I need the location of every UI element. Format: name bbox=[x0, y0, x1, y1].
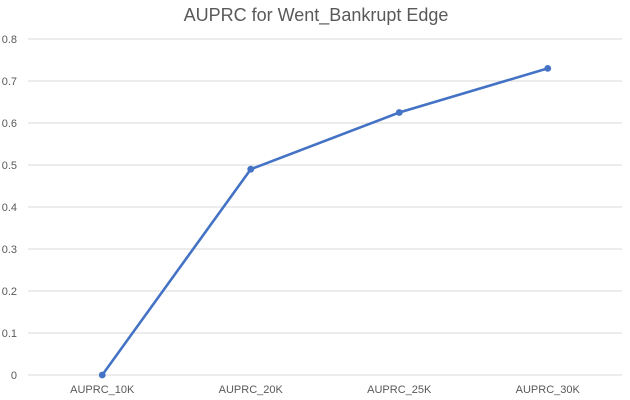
x-tick-label: AUPRC_10K bbox=[70, 384, 135, 396]
y-tick-label: 0.4 bbox=[2, 202, 17, 214]
y-tick-label: 0.8 bbox=[2, 34, 17, 46]
data-point bbox=[247, 165, 255, 173]
gridlines bbox=[28, 38, 622, 376]
series-group bbox=[98, 65, 552, 379]
y-tick-label: 0.2 bbox=[2, 286, 17, 298]
series-line bbox=[101, 67, 549, 376]
x-axis-ticks: AUPRC_10K AUPRC_20K AUPRC_25K AUPRC_30K bbox=[70, 384, 580, 396]
y-tick-label: 0.3 bbox=[2, 244, 17, 256]
x-tick-label: AUPRC_25K bbox=[367, 384, 432, 396]
chart-title: AUPRC for Went_Bankrupt Edge bbox=[184, 5, 449, 26]
y-axis-ticks: 0 0.1 0.2 0.3 0.4 0.5 0.6 0.7 0.8 bbox=[2, 34, 17, 382]
data-point bbox=[395, 109, 403, 116]
y-tick-label: 0.6 bbox=[2, 118, 17, 130]
x-tick-label: AUPRC_20K bbox=[219, 384, 284, 396]
data-point bbox=[544, 65, 552, 72]
data-point bbox=[98, 371, 106, 379]
x-tick-label: AUPRC_30K bbox=[516, 384, 581, 396]
y-tick-label: 0 bbox=[11, 370, 17, 382]
y-tick-label: 0.5 bbox=[2, 160, 17, 172]
y-tick-label: 0.1 bbox=[2, 328, 17, 340]
y-tick-label: 0.7 bbox=[2, 76, 17, 88]
